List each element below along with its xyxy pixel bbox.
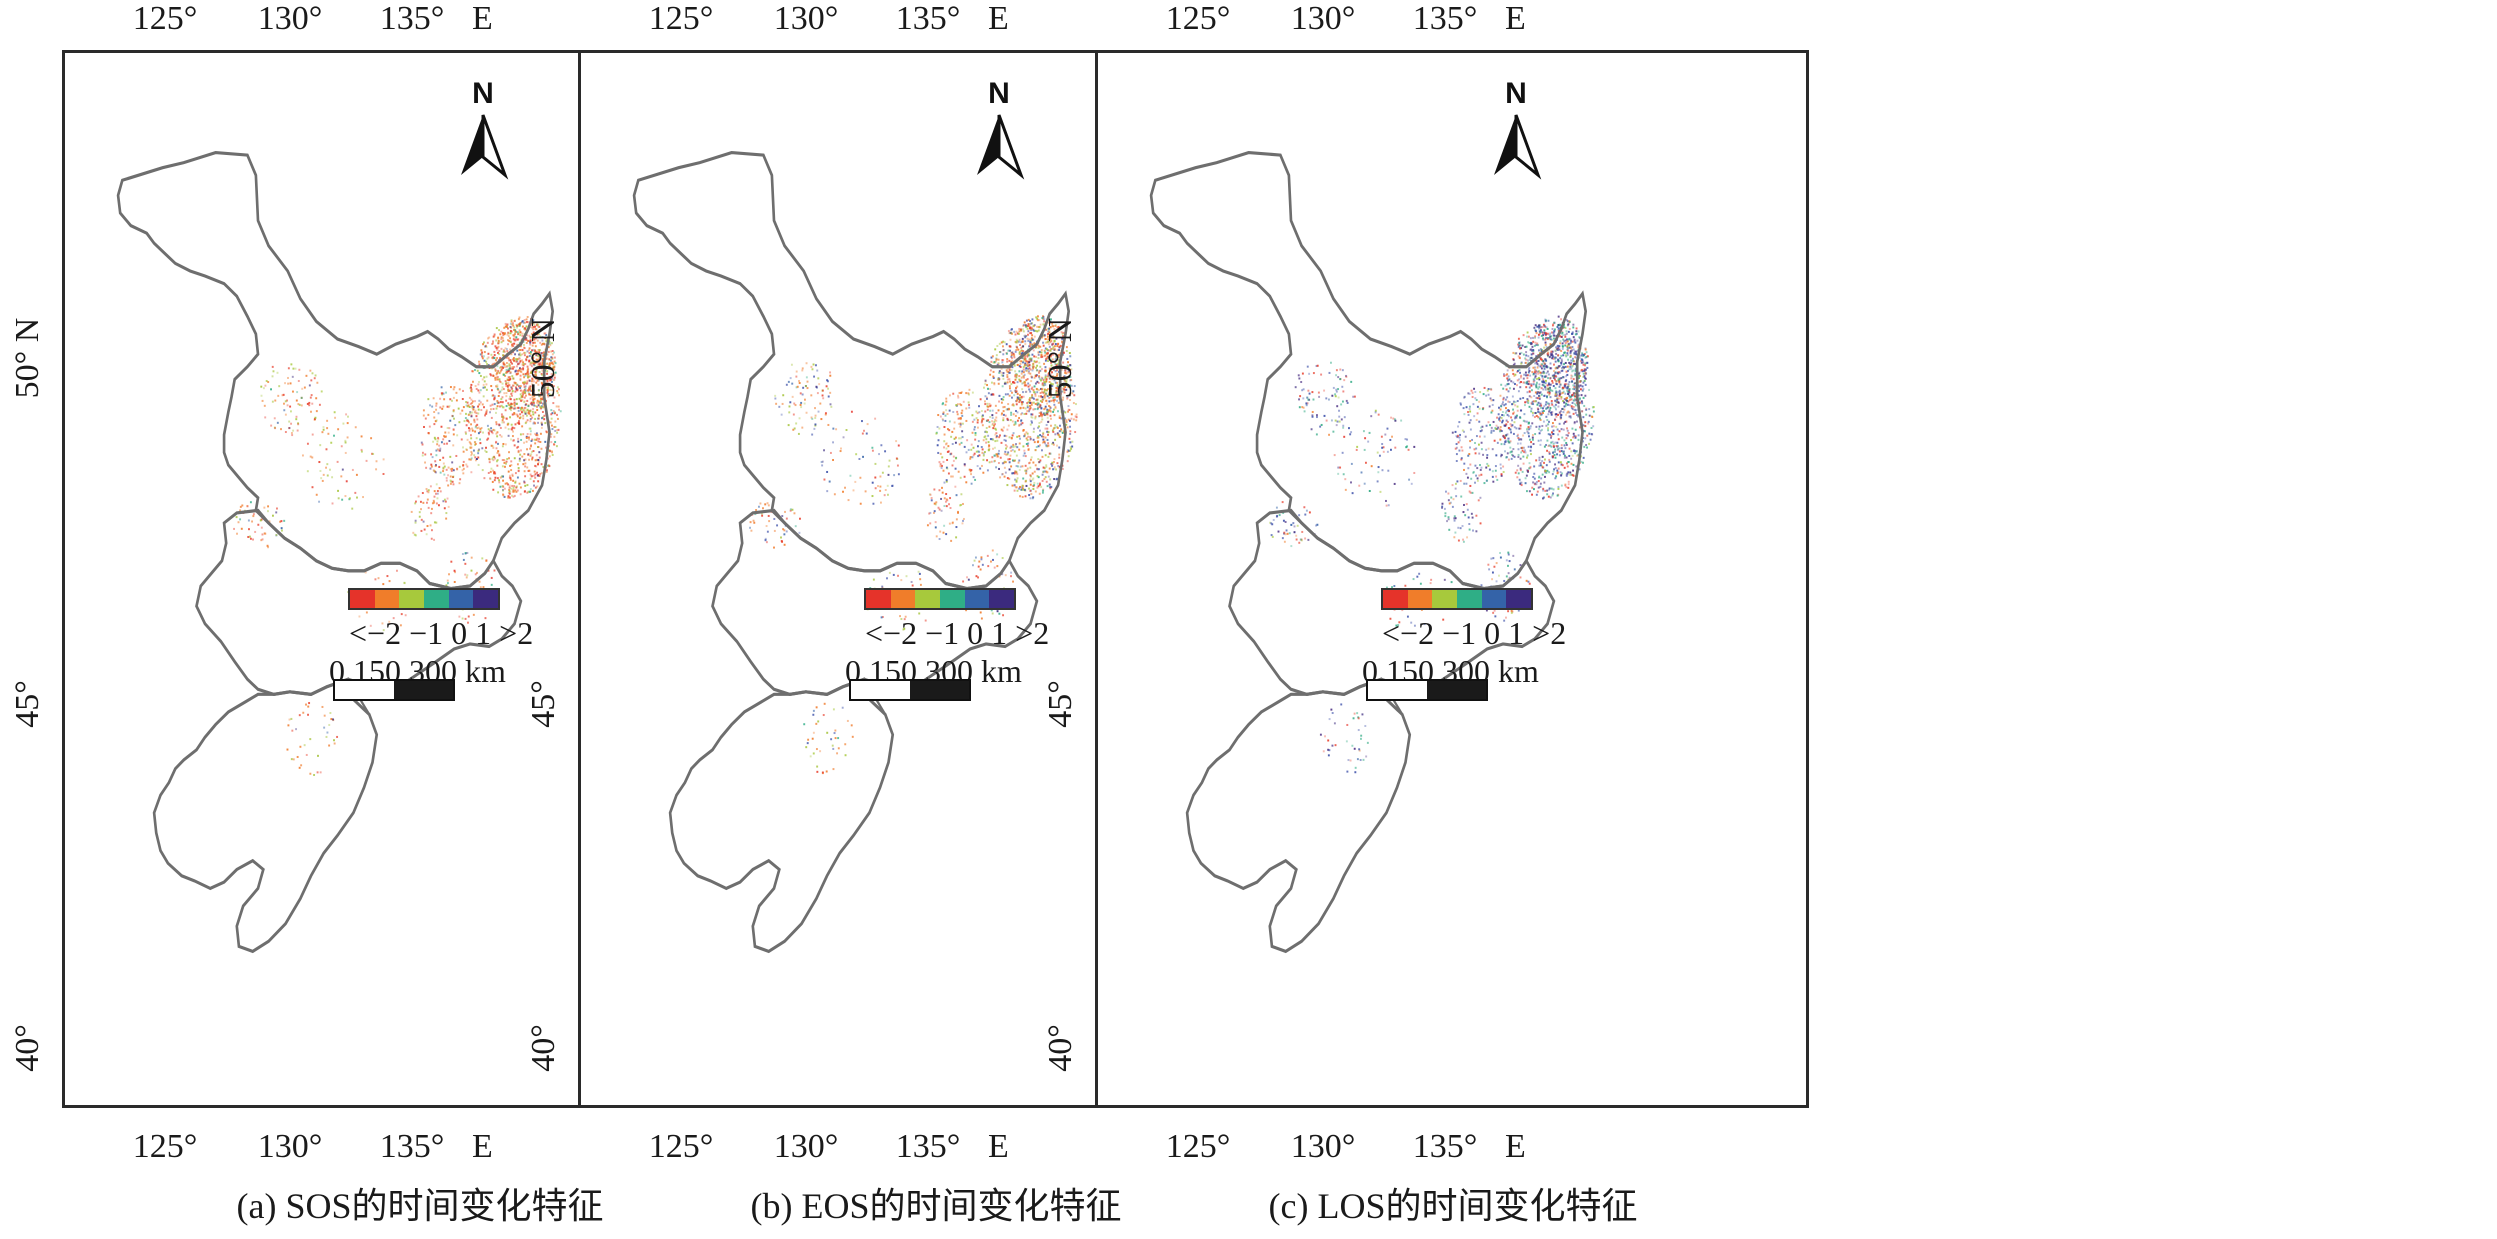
north-arrow: N <box>451 75 515 188</box>
liaoning-boundary <box>1185 677 1412 954</box>
scale-bar <box>1366 679 1488 701</box>
northeast-china-boundary <box>1149 150 1588 591</box>
lat-tick-left: 40° <box>1042 1024 1079 1072</box>
legend-swatch <box>940 590 965 608</box>
legend-swatch <box>915 590 941 608</box>
lon-tick-bottom: 125° <box>132 1128 198 1165</box>
legend-swatch <box>866 590 891 608</box>
lon-tick-bottom: 130° <box>773 1128 839 1165</box>
northeast-china-boundary <box>116 150 555 591</box>
legend-swatch <box>964 590 990 608</box>
lon-tick-bottom: 125° <box>648 1128 714 1165</box>
svg-text:N: N <box>988 77 1010 110</box>
scale-bar <box>333 679 455 701</box>
lon-unit-top: E <box>988 0 1009 37</box>
legend-swatch <box>473 590 499 608</box>
liaoning-boundary <box>152 677 379 954</box>
lon-tick-top: 130° <box>1290 0 1356 37</box>
north-arrow-icon: N <box>1494 77 1542 180</box>
scale-bar <box>849 679 971 701</box>
lon-tick-top: 135° <box>1412 0 1478 37</box>
map-canvas <box>632 150 1078 954</box>
lon-tick-top: 125° <box>132 0 198 37</box>
lon-tick-top: 125° <box>1165 0 1231 37</box>
change-dots <box>233 315 562 777</box>
lon-tick-bottom: 130° <box>1290 1128 1356 1165</box>
lon-tick-top: 130° <box>773 0 839 37</box>
northeast-china-boundary <box>632 150 1071 591</box>
legend-swatch <box>374 590 400 608</box>
jilin-liaoning-boundary <box>195 508 523 696</box>
lon-tick-top: 125° <box>648 0 714 37</box>
legend-swatch <box>350 590 375 608</box>
lat-tick-left: 45° <box>525 680 562 728</box>
panel-caption: (a) SOS的时间变化特征 <box>236 1186 604 1226</box>
lon-tick-top: 130° <box>257 0 323 37</box>
north-arrow: N <box>967 75 1031 188</box>
north-arrow: N <box>1484 75 1548 188</box>
lon-unit-top: E <box>472 0 493 37</box>
lat-tick-left: 45° <box>9 680 46 728</box>
color-legend-bar <box>348 588 500 610</box>
panel-caption: (b) EOS的时间变化特征 <box>750 1186 1122 1226</box>
legend-swatch <box>448 590 474 608</box>
legend-labels: <−2 −1 0 1 >2 <box>1382 615 1567 651</box>
lat-tick-left: 50° N <box>1042 317 1079 399</box>
north-arrow-icon: N <box>461 77 509 180</box>
lat-tick-left: 50° N <box>525 317 562 399</box>
change-dots <box>749 315 1078 775</box>
map-canvas <box>116 150 562 954</box>
lon-unit-bottom: E <box>988 1128 1009 1165</box>
legend-swatch <box>399 590 425 608</box>
lat-tick-left: 40° <box>9 1024 46 1072</box>
legend-swatch <box>1432 590 1458 608</box>
panel-caption: (c) LOS的时间变化特征 <box>1268 1186 1638 1226</box>
legend-swatch <box>1506 590 1532 608</box>
legend-labels: <−2 −1 0 1 >2 <box>349 615 534 651</box>
liaoning-boundary <box>668 677 895 954</box>
lon-tick-bottom: 125° <box>1165 1128 1231 1165</box>
legend-swatch <box>890 590 916 608</box>
lon-unit-top: E <box>1505 0 1526 37</box>
legend-swatch <box>424 590 449 608</box>
color-legend-bar <box>1381 588 1533 610</box>
legend-swatch <box>989 590 1015 608</box>
lat-tick-left: 45° <box>1042 680 1079 728</box>
color-legend-bar <box>864 588 1016 610</box>
change-dots <box>1269 315 1595 774</box>
jilin-liaoning-boundary <box>1228 508 1556 696</box>
lon-tick-top: 135° <box>895 0 961 37</box>
jilin-liaoning-boundary <box>711 508 1039 696</box>
legend-swatch <box>1383 590 1408 608</box>
map-canvas <box>1149 150 1595 954</box>
legend-swatch <box>1407 590 1433 608</box>
svg-text:N: N <box>472 77 494 110</box>
lon-tick-bottom: 130° <box>257 1128 323 1165</box>
lat-tick-left: 50° N <box>9 317 46 399</box>
lon-unit-bottom: E <box>1505 1128 1526 1165</box>
lat-tick-left: 40° <box>525 1024 562 1072</box>
lon-tick-bottom: 135° <box>1412 1128 1478 1165</box>
north-arrow-icon: N <box>977 77 1025 180</box>
map-panel-c: 125° 130° 135° E N <box>1033 0 1833 1239</box>
legend-labels: <−2 −1 0 1 >2 <box>865 615 1050 651</box>
legend-swatch <box>1457 590 1482 608</box>
map-frame: N <−2 −1 0 1 >2 0 150 300 km <box>1095 50 1809 1108</box>
lon-tick-bottom: 135° <box>379 1128 445 1165</box>
lon-unit-bottom: E <box>472 1128 493 1165</box>
lon-tick-bottom: 135° <box>895 1128 961 1165</box>
legend-swatch <box>1481 590 1507 608</box>
lon-tick-top: 135° <box>379 0 445 37</box>
